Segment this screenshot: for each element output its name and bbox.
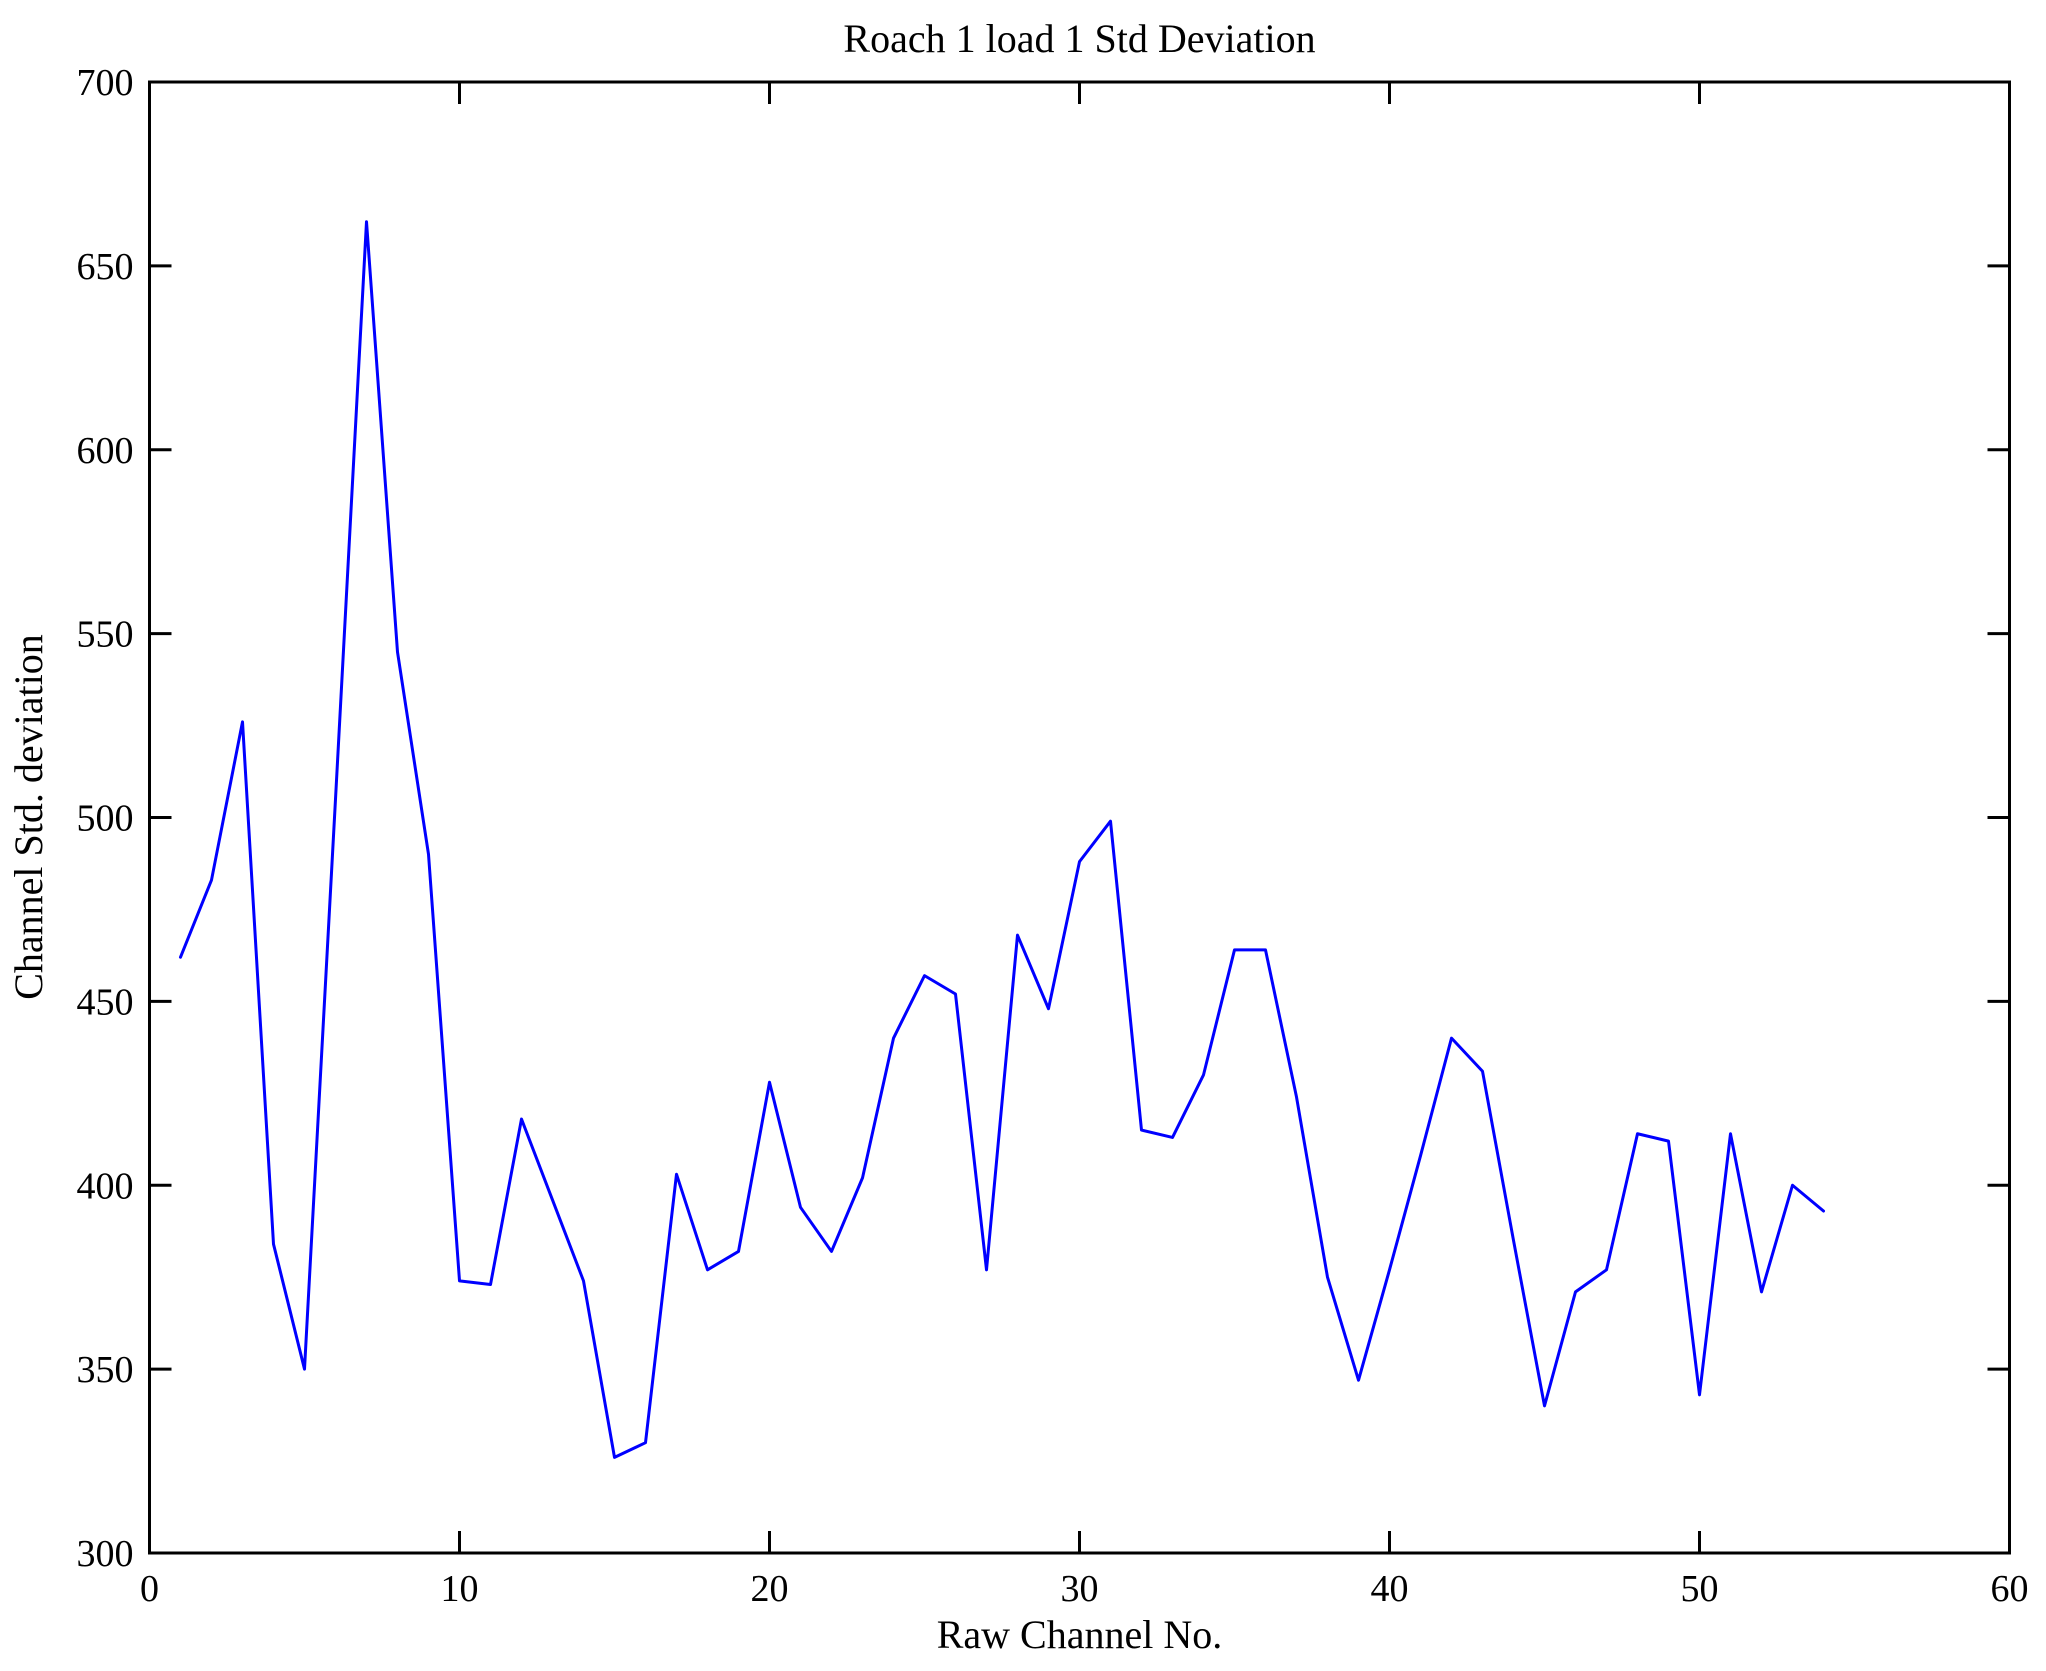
chart-title: Roach 1 load 1 Std Deviation	[843, 16, 1315, 61]
y-tick-label: 500	[77, 798, 134, 840]
x-axis-label: Raw Channel No.	[937, 1612, 1223, 1657]
y-tick-label: 450	[77, 981, 134, 1023]
x-tick-label: 60	[1991, 1568, 2029, 1610]
plot-area: 0 10 20 30 40 50 60 300 350 400 450 500 550 600 650 700	[77, 62, 2029, 1610]
y-tick-label: 550	[77, 614, 134, 656]
y-tick-label: 350	[77, 1349, 134, 1391]
x-tick-label: 40	[1371, 1568, 1409, 1610]
axes-box	[148, 80, 2011, 1555]
y-tick-label: 400	[77, 1165, 134, 1207]
y-tick-label: 700	[77, 62, 134, 104]
y-tick-label: 650	[77, 246, 134, 288]
data-series-line	[179, 220, 1825, 1459]
x-tick-label: 50	[1681, 1568, 1719, 1610]
x-tick-label: 20	[751, 1568, 789, 1610]
x-tick-label: 0	[140, 1568, 159, 1610]
y-axis-label: Channel Std. deviation	[6, 634, 51, 1000]
y-tick-label: 300	[77, 1533, 134, 1575]
y-tick-label: 600	[77, 430, 134, 472]
x-tick-label: 10	[441, 1568, 479, 1610]
x-tick-label: 30	[1061, 1568, 1099, 1610]
